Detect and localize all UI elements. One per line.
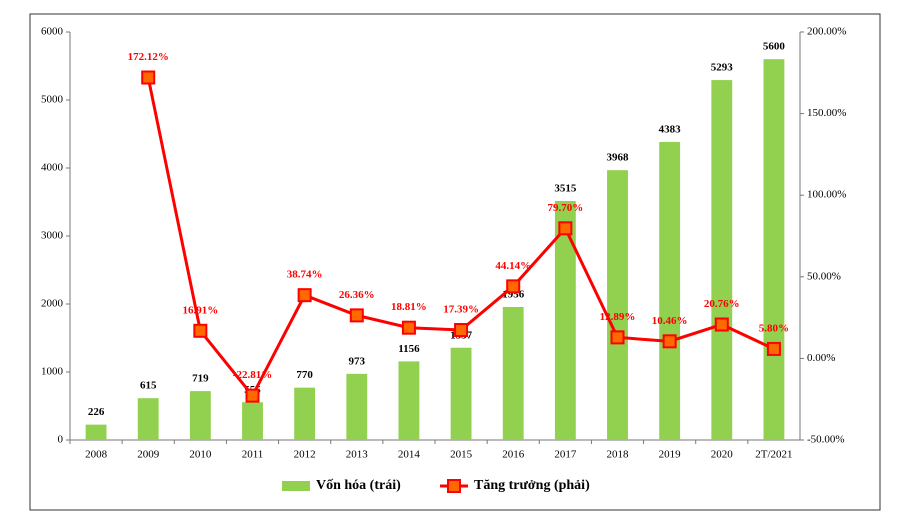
line-marker <box>506 279 521 294</box>
line-value-label: 172.12% <box>128 51 169 63</box>
y-tick-label: 1000 <box>41 366 64 378</box>
x-tick-label: 2T/2021 <box>755 449 792 461</box>
bar-value-label: 226 <box>88 406 105 418</box>
line-marker <box>349 308 364 323</box>
line-value-label: 20.76% <box>704 298 740 310</box>
x-tick-label: 2010 <box>189 449 212 461</box>
bar <box>763 59 785 440</box>
legend-swatch <box>282 481 310 491</box>
x-tick-label: 2017 <box>554 449 577 461</box>
x-tick-label: 2009 <box>137 449 160 461</box>
x-tick-label: 2018 <box>607 449 630 461</box>
x-tick-label: 2011 <box>242 449 264 461</box>
y-tick-label: 6000 <box>41 26 64 38</box>
line-marker <box>610 330 625 345</box>
y-tick-label: 5000 <box>41 94 64 106</box>
y2-tick-label: 0.00% <box>807 352 835 364</box>
bar <box>554 200 576 440</box>
bar <box>502 306 524 440</box>
line-value-label: 44.14% <box>495 260 531 272</box>
y-tick-label: 4000 <box>41 162 64 174</box>
y2-tick-label: 150.00% <box>807 107 846 119</box>
y2-tick-label: 200.00% <box>807 26 846 38</box>
y2-tick-label: 100.00% <box>807 189 846 201</box>
bar-value-label: 4383 <box>659 123 682 135</box>
bar <box>398 361 420 440</box>
line-value-label: 26.36% <box>339 289 375 301</box>
line-marker <box>558 221 573 236</box>
bar <box>711 80 733 441</box>
y-tick-label: 0 <box>58 434 64 446</box>
bar <box>346 373 368 440</box>
bar <box>450 347 472 440</box>
line-marker <box>245 388 260 403</box>
x-tick-label: 2013 <box>346 449 369 461</box>
legend-label: Vốn hóa (trái) <box>316 478 401 493</box>
y-tick-label: 3000 <box>41 230 64 242</box>
bar-value-label: 5293 <box>711 62 734 74</box>
y2-tick-label: 50.00% <box>807 270 841 282</box>
line-value-label: 10.46% <box>652 315 688 327</box>
line-value-label: 16.91% <box>182 304 218 316</box>
bar <box>659 141 681 440</box>
line-marker <box>454 323 469 338</box>
bar <box>137 398 159 440</box>
x-tick-label: 2020 <box>711 449 734 461</box>
bar-value-label: 719 <box>192 373 209 385</box>
bar <box>294 387 316 440</box>
line-value-label: 12.89% <box>600 311 636 323</box>
line-value-label: 79.70% <box>547 202 583 214</box>
bar <box>242 402 263 440</box>
line-value-label: 18.81% <box>391 301 427 313</box>
x-tick-label: 2014 <box>398 449 421 461</box>
line-marker <box>714 317 729 332</box>
line-value-label: 38.74% <box>287 269 323 281</box>
line-value-label: 5.80% <box>759 322 789 334</box>
x-tick-label: 2012 <box>294 449 316 461</box>
y2-tick-label: -50.00% <box>807 434 845 446</box>
x-tick-label: 2008 <box>85 449 108 461</box>
bar-value-label: 5600 <box>763 41 786 53</box>
bar <box>85 424 107 440</box>
line-marker <box>401 320 416 335</box>
line-marker <box>141 70 156 85</box>
x-tick-label: 2019 <box>659 449 682 461</box>
legend-swatch <box>447 479 461 493</box>
y-tick-label: 2000 <box>41 298 64 310</box>
x-tick-label: 2016 <box>502 449 525 461</box>
bar <box>189 391 211 440</box>
bar-value-label: 615 <box>140 380 157 392</box>
x-tick-label: 2015 <box>450 449 473 461</box>
bar-value-label: 3968 <box>607 152 630 164</box>
line-value-label: -22.81% <box>233 369 272 381</box>
bar-value-label: 1156 <box>398 343 420 355</box>
line-value-label: 17.39% <box>443 304 479 316</box>
bar <box>607 170 628 440</box>
bar-value-label: 973 <box>349 355 366 367</box>
bar-value-label: 770 <box>296 369 313 381</box>
legend-label: Tăng trưởng (phải) <box>474 478 590 493</box>
line-marker <box>193 323 208 338</box>
line-marker <box>297 288 312 303</box>
line-marker <box>662 334 677 349</box>
bar-value-label: 3515 <box>554 183 577 195</box>
line-marker <box>766 341 781 356</box>
